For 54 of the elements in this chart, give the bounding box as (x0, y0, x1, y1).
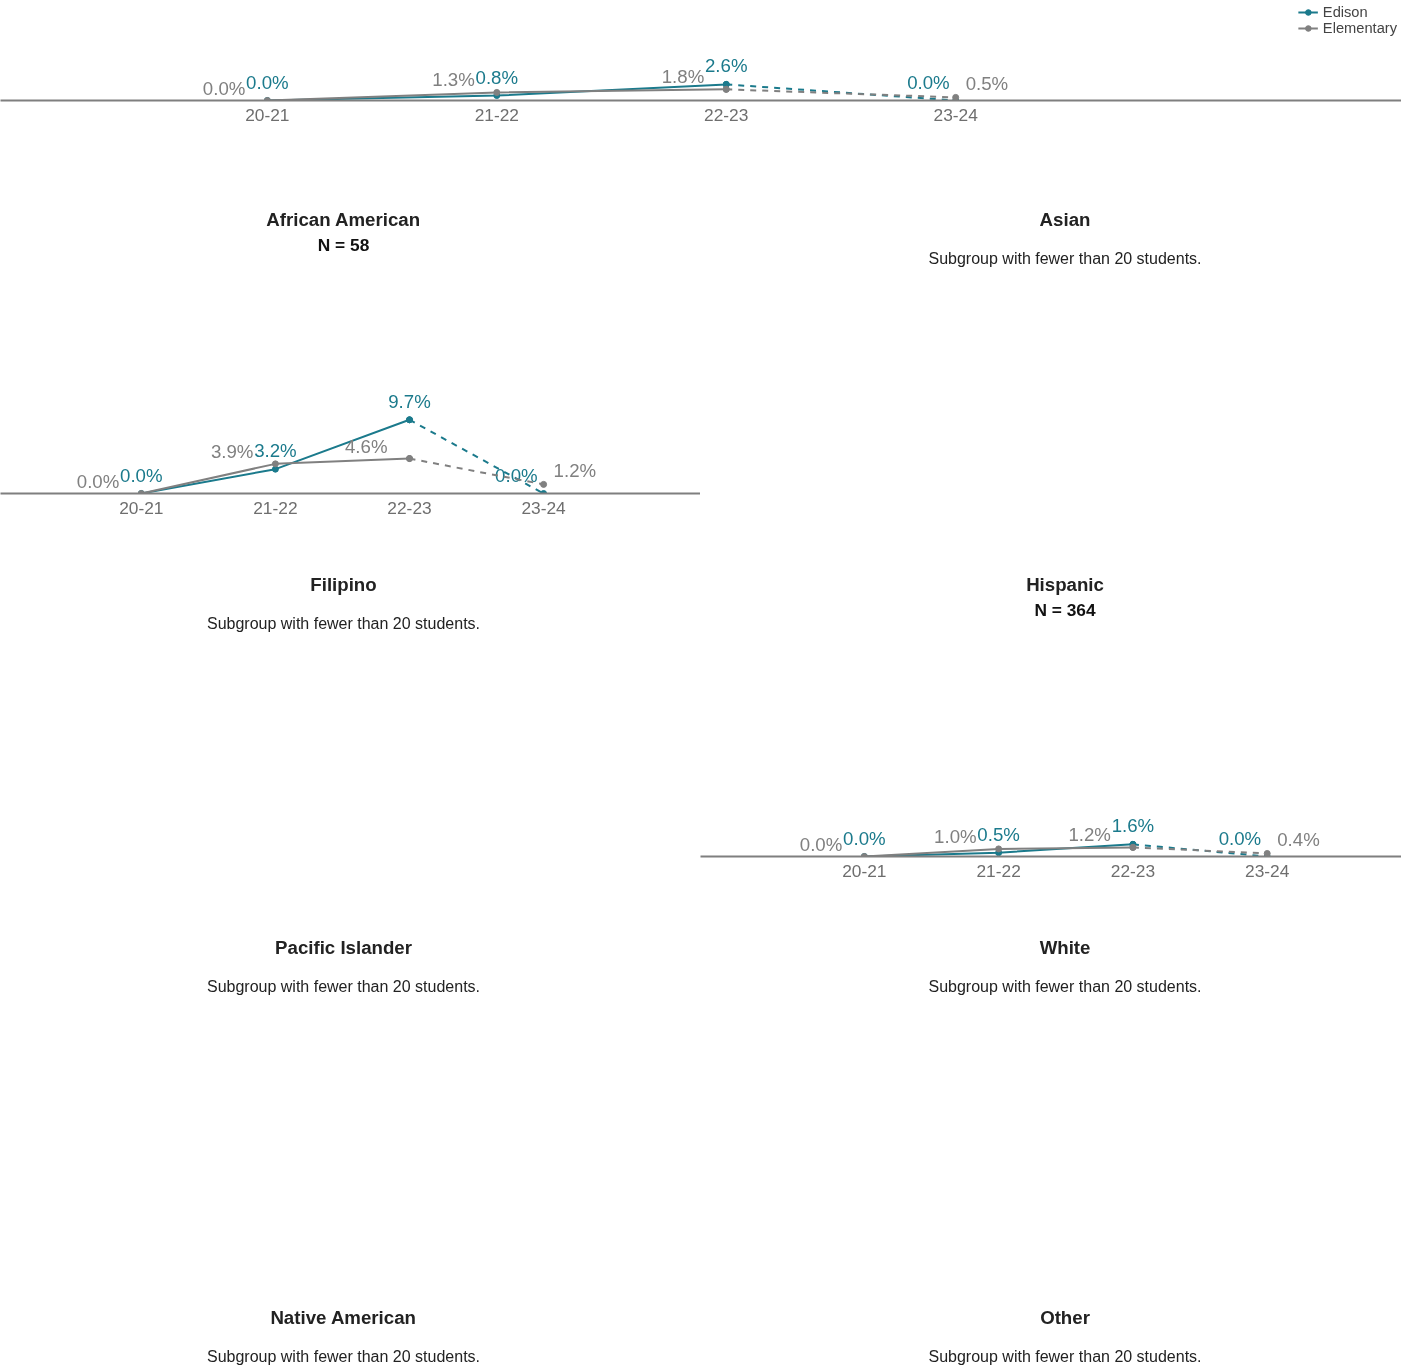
text: Subgroup with fewer than 20 students. (206, 1348, 481, 1365)
data-label: 9.7% (388, 390, 431, 412)
x-tick-label: 23-24 (933, 104, 979, 125)
x-tick-label: 21-22 (976, 860, 1021, 881)
data-label: 2.6% (704, 55, 748, 77)
text: Subgroup with fewer than 20 students. (206, 615, 481, 632)
data-label: 1.2% (1068, 824, 1111, 846)
data-label: 0.0% (246, 71, 289, 93)
legend-label: Edison (1322, 4, 1368, 20)
data-label: 1.2% (553, 460, 597, 482)
x-tick-label: 21-22 (253, 497, 298, 518)
chart-subtitle: N = 58 (317, 234, 370, 255)
data-label: 3.9% (210, 440, 254, 462)
data-label: 3.2% (254, 440, 297, 462)
data-label: 1.0% (934, 825, 977, 847)
data-label: 0.5% (965, 73, 1009, 95)
x-tick-label: 23-24 (521, 497, 567, 518)
data-label: 0.0% (120, 464, 163, 486)
legend-label: Elementary (1322, 20, 1397, 36)
text: Native American (270, 1307, 416, 1328)
data-label: 1.8% (661, 66, 705, 88)
x-tick-label: 22-23 (1110, 860, 1156, 881)
x-tick-label: 20-21 (842, 860, 887, 881)
text: Subgroup with fewer than 20 students. (206, 978, 481, 995)
text: Subgroup with fewer than 20 students. (928, 1348, 1202, 1365)
data-label: 1.6% (1111, 815, 1155, 837)
data-label: 0.0% (799, 833, 843, 855)
chart-subtitle: N = 364 (1034, 599, 1096, 620)
data-label: 0.0% (843, 827, 886, 849)
data-label: 0.5% (977, 823, 1020, 845)
chart-title: Hispanic (1026, 574, 1104, 595)
data-label: 0.0% (76, 470, 120, 492)
data-label: 0.8% (475, 66, 519, 88)
text: Filipino (310, 574, 377, 595)
x-tick-label: 22-23 (704, 104, 749, 125)
text: Other (1040, 1307, 1090, 1328)
x-tick-label: 22-23 (387, 497, 432, 518)
data-label: 0.0% (1218, 827, 1262, 849)
data-label: 0.0% (202, 77, 246, 99)
data-label: 0.0% (495, 464, 538, 486)
chart-title: African American (266, 209, 421, 230)
x-tick-label: 21-22 (474, 104, 519, 125)
data-label: 4.6% (344, 435, 388, 457)
text: White (1039, 937, 1091, 958)
x-tick-label: 20-21 (119, 497, 164, 518)
data-label: 0.0% (907, 71, 950, 93)
x-tick-label: 20-21 (245, 104, 290, 125)
text: Subgroup with fewer than 20 students. (928, 250, 1202, 267)
x-tick-label: 23-24 (1245, 860, 1290, 881)
data-label: 0.4% (1277, 829, 1320, 851)
text: Subgroup with fewer than 20 students. (928, 978, 1202, 995)
data-label: 1.3% (432, 69, 475, 91)
text: Asian (1039, 209, 1091, 230)
text: Pacific Islander (275, 937, 412, 958)
